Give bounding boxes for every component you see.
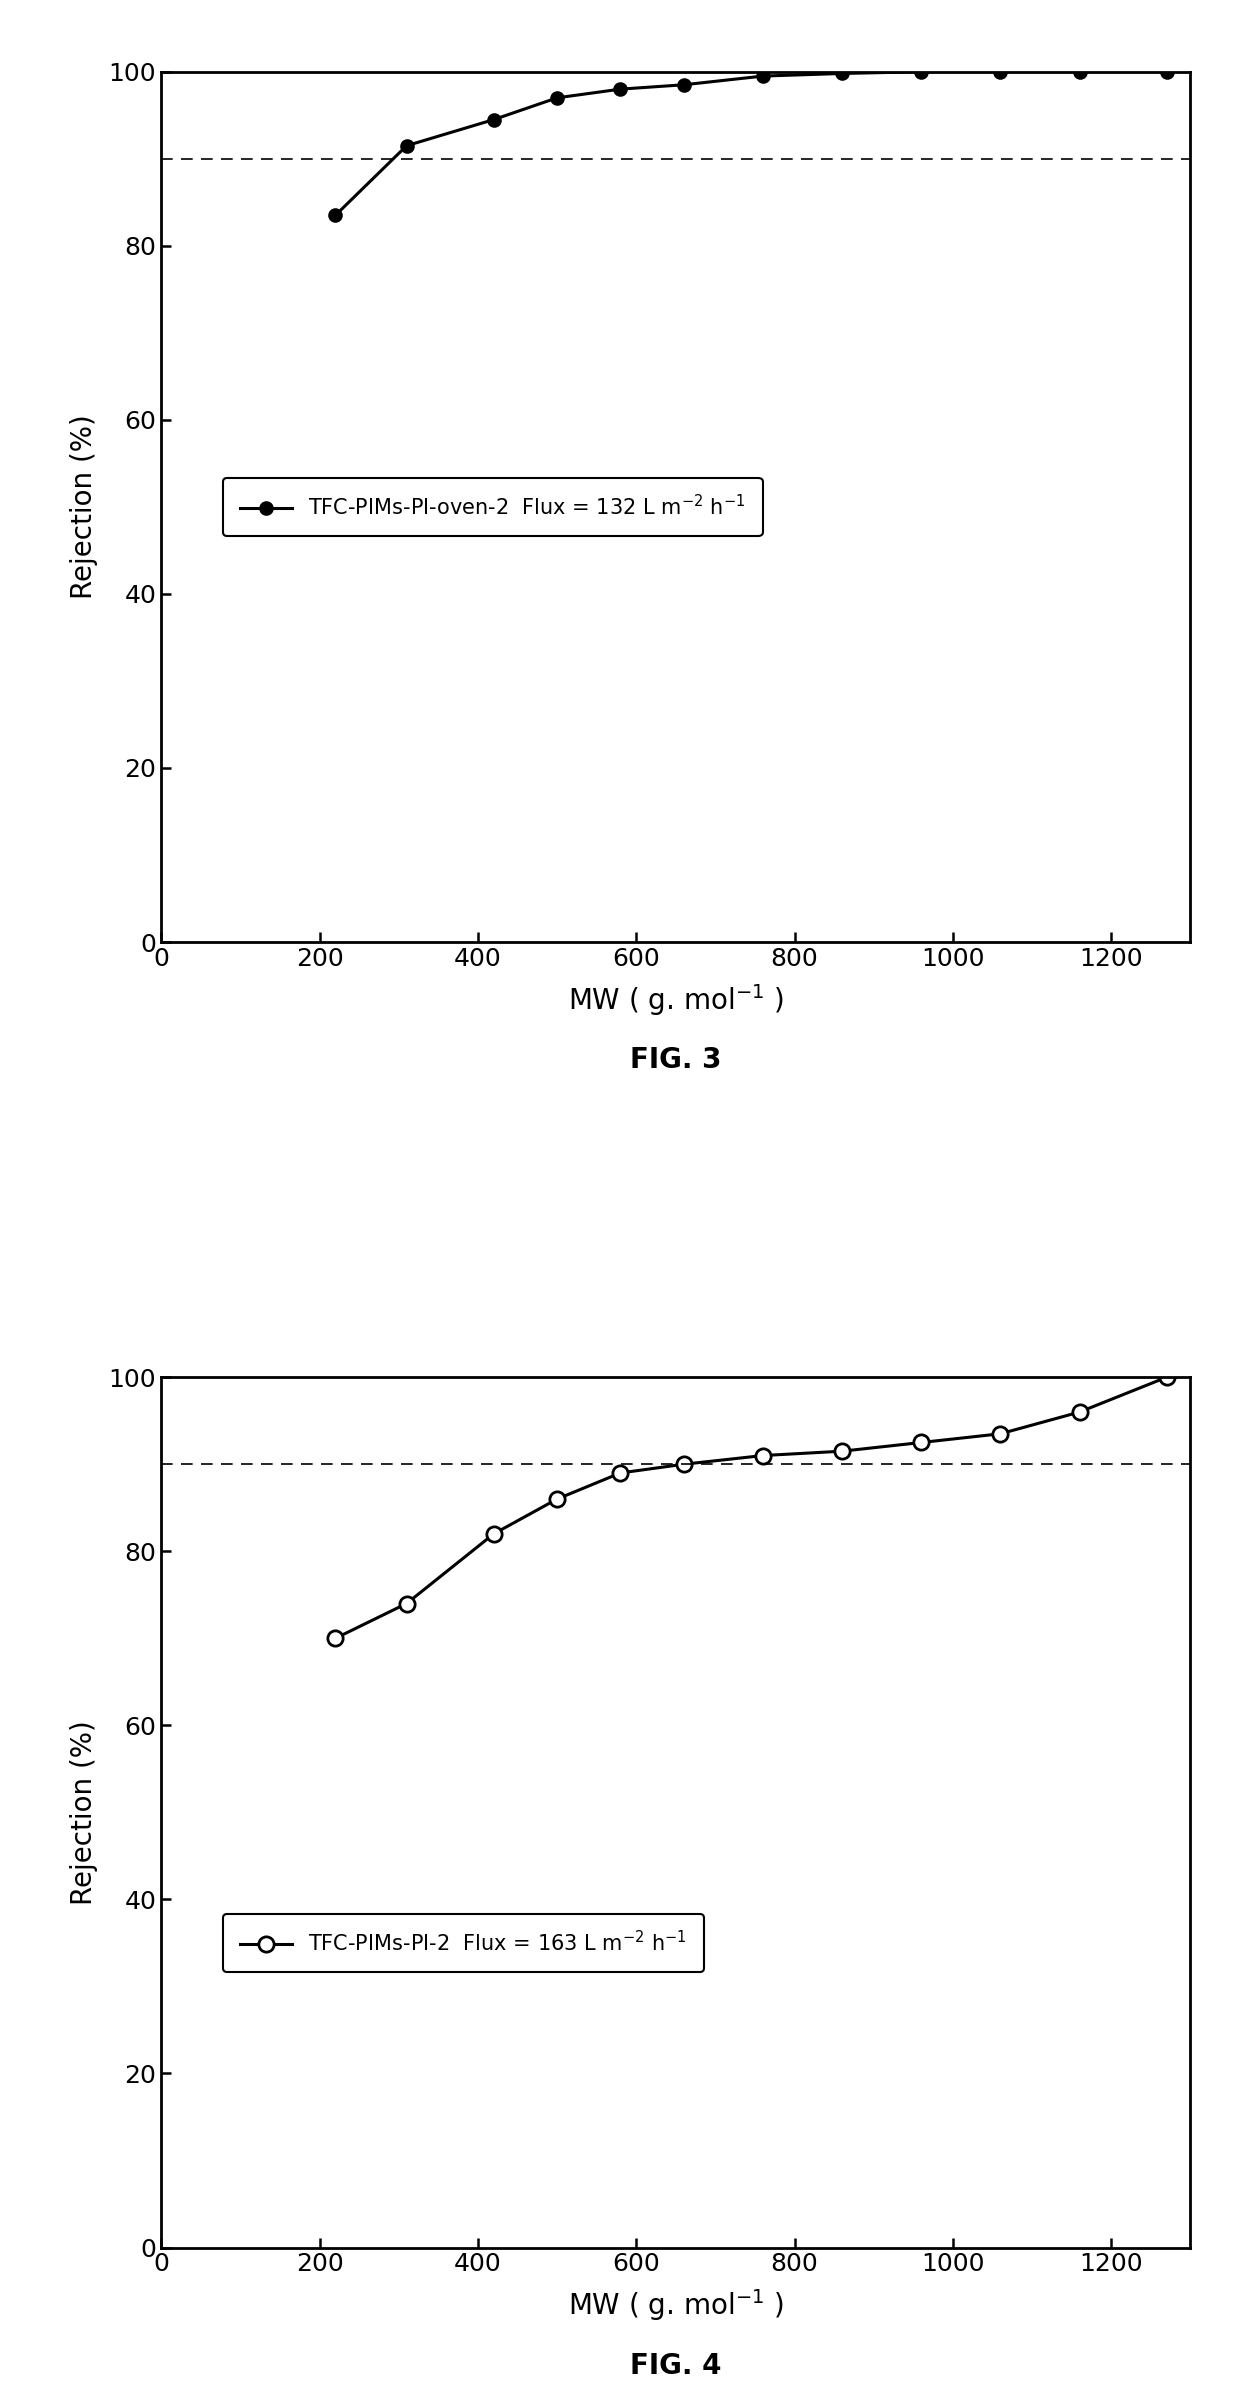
Legend: TFC-PIMs-PI-oven-2  Flux = 132 L m$^{-2}$ h$^{-1}$: TFC-PIMs-PI-oven-2 Flux = 132 L m$^{-2}$… <box>223 478 763 536</box>
X-axis label: MW ( g. mol$^{-1}$ ): MW ( g. mol$^{-1}$ ) <box>568 2288 784 2324</box>
Legend: TFC-PIMs-PI-2  Flux = 163 L m$^{-2}$ h$^{-1}$: TFC-PIMs-PI-2 Flux = 163 L m$^{-2}$ h$^{… <box>223 1913 704 1973</box>
Y-axis label: Rejection (%): Rejection (%) <box>69 1719 98 1906</box>
Y-axis label: Rejection (%): Rejection (%) <box>69 414 98 600</box>
Text: FIG. 3: FIG. 3 <box>630 1047 722 1074</box>
Text: FIG. 4: FIG. 4 <box>630 2353 722 2379</box>
X-axis label: MW ( g. mol$^{-1}$ ): MW ( g. mol$^{-1}$ ) <box>568 983 784 1019</box>
